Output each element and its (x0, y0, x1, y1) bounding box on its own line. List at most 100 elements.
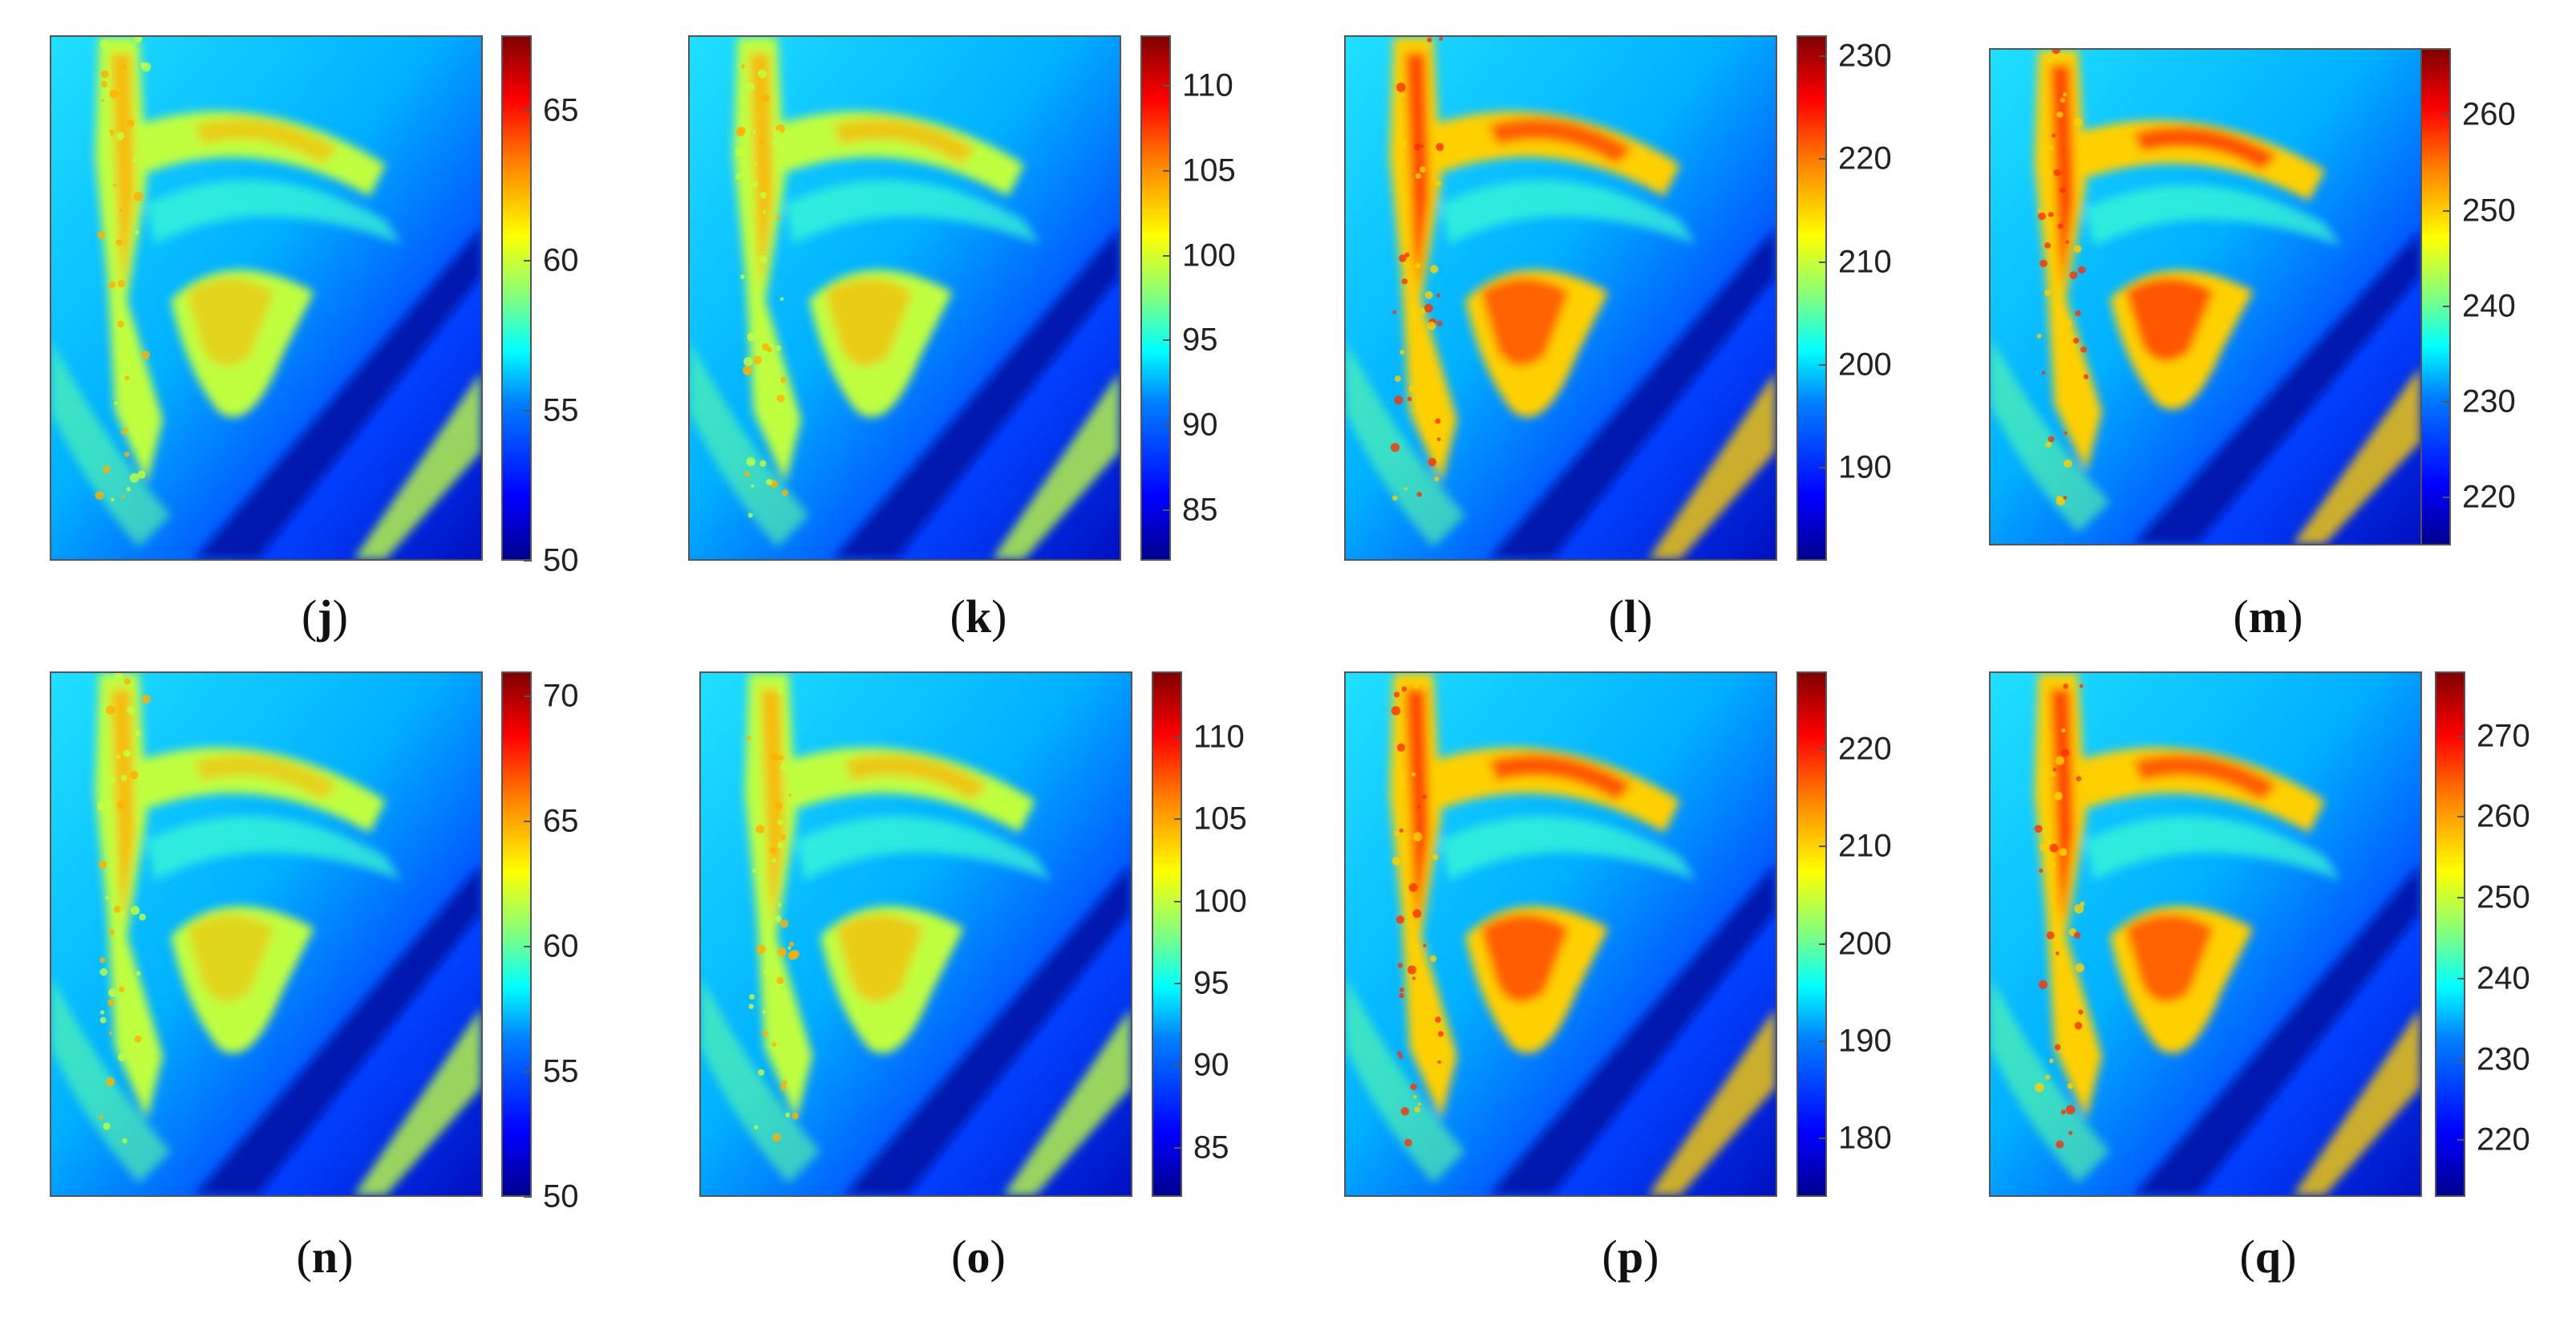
colorbar-tick-label: 85 (1193, 1129, 1229, 1166)
colorbar-tick-label: 100 (1193, 883, 1247, 919)
colorbar-tick-mark (524, 259, 532, 262)
colorbar-tick-mark (1163, 85, 1171, 87)
colorbar-tick-label: 250 (2462, 193, 2516, 229)
colorbar-tick-label: 90 (1182, 407, 1218, 443)
colorbar-tick-label: 55 (543, 392, 579, 428)
colorbar-tick-mark (524, 695, 532, 698)
colorbar-tick-mark (2457, 1058, 2465, 1060)
colorbar-tick-label: 190 (1838, 1023, 1892, 1059)
colorbar-tick-mark (524, 409, 532, 412)
colorbar-tick-label: 95 (1193, 965, 1229, 1001)
heatmap-image (1989, 671, 2422, 1197)
colorbar-tick-mark (1819, 1040, 1827, 1042)
caption-close-paren: ) (338, 1231, 354, 1283)
caption-letter: n (311, 1231, 338, 1283)
colorbar-tick-mark (1819, 748, 1827, 751)
colorbar-tick-mark (1819, 943, 1827, 945)
heatmap-image (1344, 671, 1777, 1197)
colorbar-tick-label: 270 (2477, 718, 2530, 754)
heatmap-image (1344, 35, 1777, 561)
caption-close-paren: ) (991, 590, 1007, 643)
colorbar-tick-mark (2457, 1139, 2465, 1142)
colorbar-tick-label: 220 (2462, 479, 2516, 515)
colorbar (1796, 35, 1827, 561)
colorbar-tick-label: 210 (1838, 828, 1892, 864)
colorbar-tick-mark (1819, 1138, 1827, 1140)
colorbar-tick-label: 50 (543, 1178, 579, 1215)
panel-caption: (m) (2234, 590, 2303, 643)
colorbar-tick-mark (1174, 818, 1182, 821)
colorbar-tick-label: 230 (2462, 383, 2516, 420)
panel-caption: (n) (297, 1230, 354, 1284)
colorbar (1152, 671, 1182, 1197)
colorbar-tick-mark (1819, 261, 1827, 263)
colorbar-tick-mark (1174, 900, 1182, 902)
heatmap-image (1989, 48, 2422, 545)
colorbar-tick-label: 250 (2477, 879, 2530, 915)
colorbar-tick-mark (1819, 467, 1827, 469)
heatmap-image (50, 671, 483, 1197)
caption-letter: k (965, 590, 992, 643)
caption-letter: o (966, 1231, 990, 1283)
caption-close-paren: ) (332, 590, 348, 643)
colorbar-tick-label: 110 (1193, 719, 1245, 755)
colorbar (501, 671, 532, 1197)
colorbar-tick-label: 110 (1182, 67, 1233, 103)
caption-close-paren: ) (2281, 1231, 2297, 1283)
colorbar-tick-mark (1819, 846, 1827, 848)
panel-caption: (k) (950, 590, 1007, 643)
colorbar-tick-label: 60 (543, 242, 579, 278)
colorbar-tick-label: 220 (2477, 1121, 2530, 1158)
caption-open-paren: ( (1602, 1231, 1618, 1283)
caption-open-paren: ( (2233, 590, 2249, 643)
colorbar-tick-mark (2443, 305, 2451, 307)
colorbar (1140, 35, 1171, 561)
colorbar-tick-mark (524, 560, 532, 562)
colorbar-tick-mark (1163, 254, 1171, 257)
colorbar-tick-mark (2443, 209, 2451, 212)
caption-close-paren: ) (2287, 590, 2303, 643)
caption-close-paren: ) (1643, 1231, 1659, 1283)
colorbar-tick-label: 55 (543, 1053, 579, 1089)
colorbar-tick-label: 65 (543, 803, 579, 839)
colorbar-tick-label: 240 (2477, 960, 2530, 996)
colorbar-tick-mark (524, 946, 532, 948)
colorbar (2435, 671, 2465, 1197)
panel-caption: (q) (2240, 1230, 2297, 1284)
heatmap-image (699, 671, 1132, 1197)
colorbar-tick-label: 65 (543, 92, 579, 128)
panel-caption: (p) (1602, 1230, 1659, 1284)
colorbar-tick-label: 100 (1182, 237, 1236, 274)
colorbar (1796, 671, 1827, 1197)
colorbar-tick-label: 190 (1838, 449, 1892, 485)
colorbar-tick-label: 210 (1838, 244, 1892, 280)
colorbar-tick-mark (2457, 816, 2465, 818)
colorbar-tick-mark (2443, 401, 2451, 404)
colorbar-tick-mark (1174, 736, 1182, 738)
caption-close-paren: ) (990, 1231, 1006, 1283)
colorbar-tick-label: 105 (1182, 152, 1236, 189)
colorbar-tick-mark (524, 1071, 532, 1073)
colorbar-tick-label: 220 (1838, 140, 1892, 176)
colorbar-tick-label: 180 (1838, 1120, 1892, 1156)
colorbar-tick-mark (1163, 339, 1171, 342)
colorbar-tick-label: 105 (1193, 801, 1247, 837)
colorbar-tick-label: 230 (2477, 1041, 2530, 1077)
colorbar-tick-label: 260 (2462, 96, 2516, 132)
colorbar-tick-label: 260 (2477, 798, 2530, 834)
caption-letter: l (1623, 590, 1638, 643)
colorbar-tick-mark (2457, 977, 2465, 979)
heatmap-image (50, 35, 483, 561)
colorbar-tick-label: 70 (543, 678, 579, 714)
colorbar-tick-mark (2443, 114, 2451, 116)
caption-open-paren: ( (2239, 1231, 2255, 1283)
colorbar-tick-label: 95 (1182, 322, 1218, 358)
colorbar-tick-mark (1163, 170, 1171, 172)
colorbar-tick-mark (1163, 509, 1171, 511)
caption-open-paren: ( (296, 1231, 312, 1283)
colorbar (2420, 48, 2451, 545)
colorbar-tick-mark (524, 109, 532, 112)
colorbar (501, 35, 532, 561)
caption-letter: m (2248, 590, 2288, 643)
